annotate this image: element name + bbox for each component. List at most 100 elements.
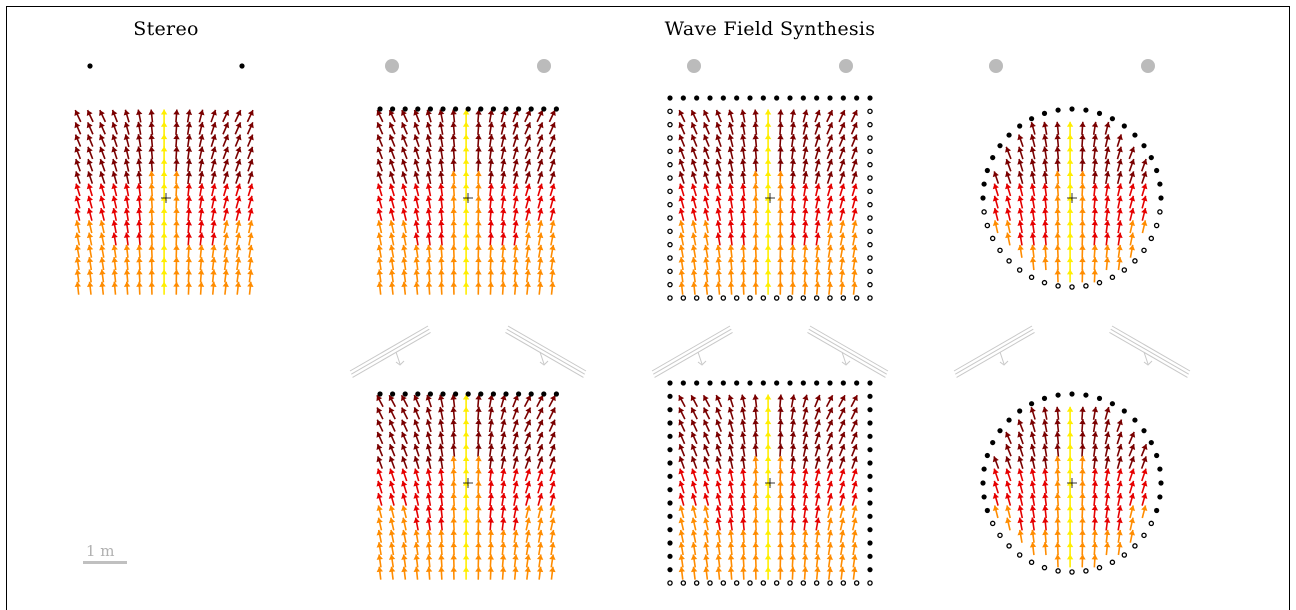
field-arrow-head bbox=[185, 195, 193, 201]
field-arrow-head bbox=[537, 122, 544, 129]
field-arrow-head bbox=[1054, 480, 1061, 486]
panel-wfs-line-top bbox=[376, 59, 560, 295]
field-arrow-head bbox=[525, 407, 532, 414]
field-arrow-head bbox=[86, 232, 94, 239]
field-arrow-head bbox=[814, 244, 821, 251]
field-arrow-head bbox=[839, 183, 846, 190]
field-arrow-head bbox=[678, 419, 685, 426]
field-arrow-head bbox=[1054, 492, 1061, 499]
field-arrow-head bbox=[462, 554, 470, 560]
field-arrow-head bbox=[1005, 480, 1012, 487]
field-arrow-head bbox=[462, 542, 470, 548]
field-arrow-head bbox=[512, 394, 519, 401]
field-arrow-head bbox=[727, 146, 734, 153]
field-arrow-head bbox=[462, 443, 470, 449]
field-arrow-head bbox=[839, 517, 846, 524]
field-arrow-head bbox=[827, 171, 834, 178]
speaker-active bbox=[814, 95, 820, 101]
speaker-active bbox=[667, 540, 673, 546]
speaker-active bbox=[867, 433, 873, 439]
field-arrow-head bbox=[789, 269, 796, 275]
field-arrow-head bbox=[425, 542, 433, 548]
field-arrow-head bbox=[537, 244, 544, 251]
field-arrow-head bbox=[549, 257, 556, 263]
field-arrow-head bbox=[425, 554, 433, 560]
field-arrow-head bbox=[401, 554, 408, 560]
speaker-active bbox=[1154, 507, 1160, 514]
speaker-active bbox=[390, 106, 396, 112]
speaker-inactive bbox=[1109, 559, 1116, 566]
field-arrow-head bbox=[678, 444, 685, 451]
field-arrow-head bbox=[462, 269, 470, 275]
speaker-inactive bbox=[667, 228, 673, 235]
field-arrow-head bbox=[235, 122, 242, 129]
field-arrow-head bbox=[413, 529, 420, 536]
field-arrow-head bbox=[475, 492, 482, 499]
field-arrow-head bbox=[1116, 134, 1123, 141]
field-arrow-head bbox=[826, 493, 834, 499]
field-arrow-head bbox=[111, 134, 118, 141]
field-arrow-head bbox=[388, 505, 396, 512]
field-arrow-head bbox=[851, 257, 858, 263]
field-arrow-head bbox=[690, 480, 697, 487]
field-arrow-head bbox=[715, 269, 722, 275]
speaker-active bbox=[707, 380, 713, 386]
field-arrow-head bbox=[413, 395, 420, 401]
field-arrow-head bbox=[198, 183, 205, 189]
field-arrow-head bbox=[789, 183, 797, 189]
field-arrow-head bbox=[500, 419, 507, 425]
field-arrow-head bbox=[401, 232, 408, 239]
field-arrow-head bbox=[197, 281, 205, 287]
field-arrow-head bbox=[1091, 257, 1098, 263]
field-arrow-head bbox=[74, 183, 81, 190]
speaker-inactive bbox=[1132, 258, 1138, 264]
field-arrow-head bbox=[525, 159, 532, 165]
field-arrow-head bbox=[1066, 220, 1074, 226]
field-arrow-head bbox=[839, 159, 846, 165]
speaker-active bbox=[1154, 452, 1160, 459]
field-arrow-head bbox=[802, 456, 809, 462]
speaker-active bbox=[490, 391, 496, 397]
shift-line bbox=[1111, 325, 1191, 372]
field-arrow-head bbox=[401, 110, 407, 117]
field-arrow-head bbox=[413, 220, 420, 226]
field-arrow-head bbox=[475, 232, 482, 238]
field-arrow-head bbox=[1116, 542, 1123, 548]
stereo-title: Stereo bbox=[133, 18, 199, 40]
field-arrow-head bbox=[438, 134, 445, 140]
shift-arrow bbox=[999, 360, 1009, 366]
field-arrow-head bbox=[1066, 505, 1074, 511]
field-arrow-head bbox=[777, 480, 784, 486]
field-arrow-head bbox=[764, 505, 772, 511]
field-arrow-head bbox=[376, 529, 383, 536]
field-arrow-head bbox=[764, 468, 772, 474]
field-arrow-head bbox=[401, 505, 408, 512]
field-arrow-head bbox=[136, 207, 143, 214]
field-arrow-head bbox=[1091, 195, 1099, 201]
field-arrow-head bbox=[814, 257, 821, 263]
speaker-inactive bbox=[667, 135, 673, 141]
field-arrow-head bbox=[111, 232, 118, 239]
field-arrow-head bbox=[1066, 269, 1074, 275]
speaker-inactive bbox=[1028, 274, 1035, 281]
field-arrow-head bbox=[111, 171, 118, 177]
field-arrow-head bbox=[826, 269, 833, 275]
field-arrow-head bbox=[678, 456, 685, 463]
field-arrow-head bbox=[487, 269, 494, 275]
field-arrow-head bbox=[827, 146, 834, 153]
field-arrow-head bbox=[499, 257, 507, 263]
field-arrow-head bbox=[838, 554, 846, 560]
field-arrow-head bbox=[678, 122, 685, 129]
field-arrow-head bbox=[1079, 134, 1086, 140]
field-arrow-head bbox=[1079, 257, 1086, 263]
field-arrow-head bbox=[462, 431, 470, 437]
field-arrow-head bbox=[413, 208, 420, 214]
field-arrow-head bbox=[210, 281, 217, 287]
field-arrow-head bbox=[512, 257, 519, 263]
field-arrow-head bbox=[185, 244, 192, 251]
field-arrow-head bbox=[537, 220, 544, 226]
field-arrow-head bbox=[148, 244, 155, 250]
speaker-inactive bbox=[867, 135, 873, 141]
field-arrow-head bbox=[703, 529, 710, 536]
speaker-inactive bbox=[707, 580, 713, 586]
